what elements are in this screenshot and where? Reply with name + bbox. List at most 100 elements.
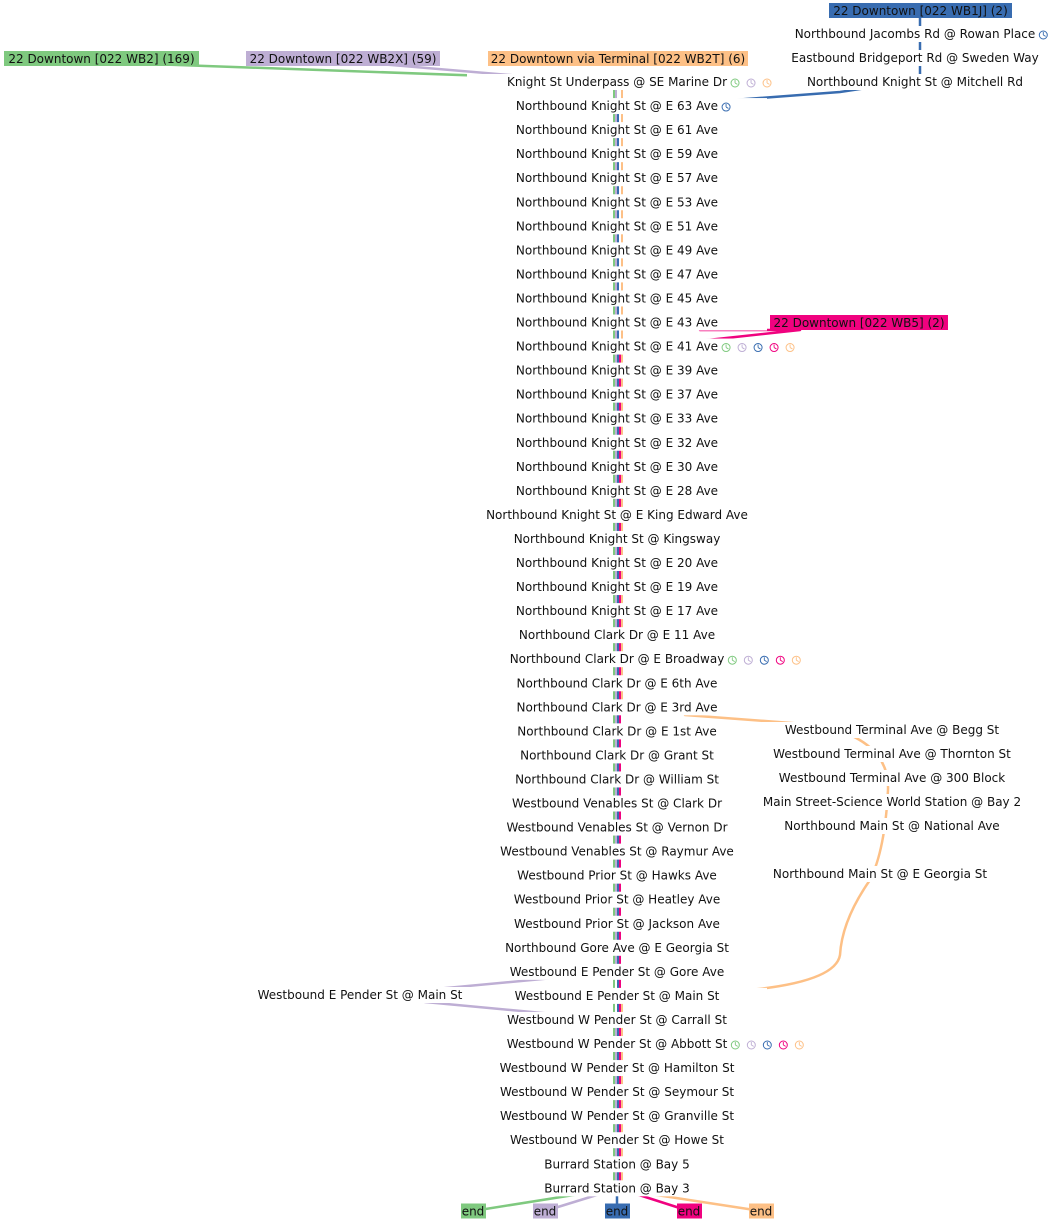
clock-face — [762, 1040, 772, 1050]
clock-face — [778, 1040, 788, 1050]
stop-label: Northbound Clark Dr @ E 3rd Ave — [517, 700, 718, 714]
label-backing — [467, 410, 767, 427]
stop-label: Westbound W Pender St @ Howe St — [510, 1133, 724, 1147]
label-backing — [762, 722, 1022, 738]
clock-face — [759, 655, 769, 665]
label-backing — [467, 314, 767, 331]
label-backing — [467, 122, 767, 139]
clock-hands — [734, 80, 738, 85]
route-header-wb2x: 22 Downtown [022 WB2X] (59) — [246, 51, 440, 66]
label-backing — [467, 603, 767, 620]
label-backing — [467, 963, 767, 980]
label-backing — [467, 1132, 767, 1149]
route-badge-label: 22 Downtown [022 WB2] (169) — [8, 52, 194, 66]
label-backing — [467, 482, 767, 499]
stop-label: Northbound Clark Dr @ William St — [515, 772, 719, 786]
label-backing — [467, 434, 767, 451]
end-badge — [749, 1203, 774, 1219]
clock-face — [743, 655, 753, 665]
stop-label: Westbound Terminal Ave @ Begg St — [785, 723, 1000, 737]
end-label: end — [750, 1205, 773, 1219]
stop-label: Northbound Jacombs Rd @ Rowan Place — [795, 27, 1036, 41]
stop-label: Westbound W Pender St @ Hamilton St — [500, 1061, 735, 1075]
timepoint-clock-icon — [743, 655, 753, 665]
label-backing — [467, 1084, 767, 1101]
timepoint-clock-icon — [762, 78, 772, 88]
stop-label: Northbound Knight St @ E 28 Ave — [516, 484, 718, 498]
label-backing — [467, 362, 767, 379]
route-badge-label: 22 Downtown [022 WB1J] (2) — [833, 4, 1008, 18]
timepoint-clock-icon — [775, 655, 785, 665]
timepoint-clock-icon — [1038, 30, 1048, 40]
clock-face — [785, 343, 795, 353]
label-backing — [467, 1011, 767, 1028]
route-header-wb5: 22 Downtown [022 WB5] (2) — [770, 315, 948, 330]
stop-label: Burrard Station @ Bay 3 — [544, 1181, 689, 1195]
label-backing — [467, 506, 767, 523]
clock-hands — [731, 657, 735, 662]
label-backing — [467, 1156, 767, 1173]
end-badge-wb1j: end — [605, 1203, 630, 1219]
stop-label: Westbound Prior St @ Heatley Ave — [514, 893, 721, 907]
stop-label: Westbound Venables St @ Clark Dr — [512, 797, 722, 811]
stop-label: Northbound Knight St @ E 59 Ave — [516, 147, 718, 161]
timepoint-clock-icon — [794, 1040, 804, 1050]
clock-hands — [789, 344, 793, 350]
stop-label: Northbound Knight St @ E 51 Ave — [516, 219, 718, 233]
stop-label: Westbound Terminal Ave @ Thornton St — [773, 747, 1011, 761]
label-backing — [467, 915, 767, 932]
end-badge-wb2t: end — [749, 1203, 774, 1219]
timepoint-clock-icon — [746, 1040, 756, 1050]
stop-label: Northbound Knight St @ E 63 Ave — [516, 99, 718, 113]
stop-label: Northbound Clark Dr @ E Broadway — [510, 652, 725, 666]
stop-label: Northbound Knight St @ E King Edward Ave — [486, 508, 748, 522]
stop-label: Westbound W Pender St @ Carrall St — [507, 1013, 727, 1027]
label-backing — [467, 530, 767, 547]
route-badge — [770, 315, 948, 330]
timepoint-clock-icon — [759, 655, 769, 665]
label-backing — [467, 1060, 767, 1077]
stop-label: Northbound Knight St @ E 57 Ave — [516, 171, 718, 185]
timepoint-clock-icon — [721, 343, 731, 353]
stop-label: Northbound Main St @ E Georgia St — [773, 867, 987, 881]
label-backing — [467, 627, 767, 644]
end-label: end — [678, 1205, 701, 1219]
clock-face — [1038, 30, 1048, 40]
stop-label: Northbound Knight St @ E 30 Ave — [516, 460, 718, 474]
route-badge — [4, 51, 199, 66]
label-backing — [785, 26, 1055, 42]
timepoint-clock-icon — [737, 343, 747, 353]
stop-label: Northbound Knight St @ E 20 Ave — [516, 556, 718, 570]
label-backing — [467, 651, 767, 668]
label-backing — [762, 746, 1022, 762]
label-backing — [467, 170, 767, 187]
route-line-wb2t — [648, 1192, 763, 1213]
clock-face — [727, 655, 737, 665]
stop-label: Eastbound Bridgeport Rd @ Sweden Way — [791, 51, 1038, 65]
label-backing — [467, 74, 767, 90]
route-badge — [488, 51, 748, 66]
clock-hands — [734, 1042, 738, 1047]
clock-hands — [741, 344, 745, 350]
stop-label: Northbound Knight St @ E 17 Ave — [516, 604, 718, 618]
route-header-wb2: 22 Downtown [022 WB2] (169) — [4, 51, 199, 66]
label-backing — [467, 146, 767, 163]
end-label: end — [534, 1205, 557, 1219]
stop-label: Northbound Gore Ave @ E Georgia St — [505, 941, 729, 955]
clock-face — [791, 655, 801, 665]
label-backing — [467, 675, 767, 692]
stop-label: Westbound E Pender St @ Main St — [258, 988, 463, 1002]
stop-label: Northbound Knight St @ E 32 Ave — [516, 436, 718, 450]
stop-label: Northbound Knight St @ E 49 Ave — [516, 243, 718, 257]
route-badge — [829, 3, 1012, 18]
clock-face — [775, 655, 785, 665]
label-backing — [467, 795, 767, 812]
route-headers: 22 Downtown [022 WB2] (169) 22 Downtown [… — [4, 3, 1012, 1219]
timepoint-clock-icon — [730, 78, 740, 88]
label-backing — [785, 50, 1055, 66]
stop-label: Northbound Knight St @ E 33 Ave — [516, 412, 718, 426]
clock-face — [769, 343, 779, 353]
label-backing — [467, 266, 767, 283]
clock-hands — [766, 1042, 770, 1047]
